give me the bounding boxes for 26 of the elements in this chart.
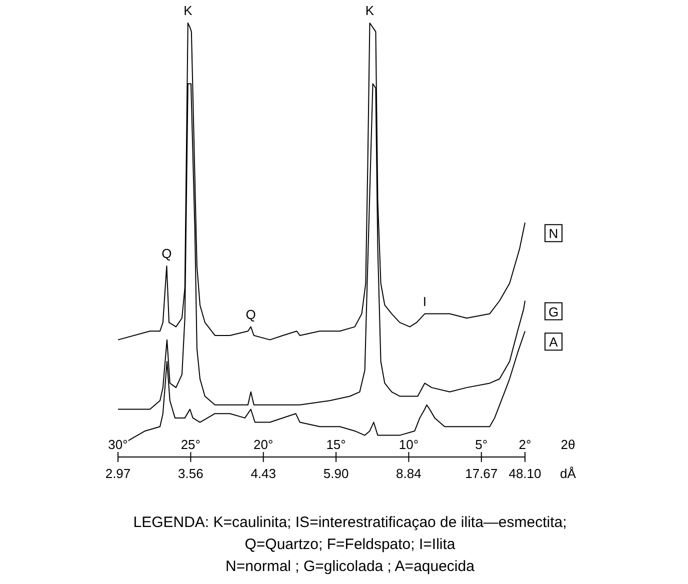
text: 48.10 [508, 466, 542, 481]
text: Q=Quartzo; F=Feldspato; I=Ilita [244, 536, 456, 553]
x-axis-title: 2θ [560, 437, 576, 452]
annotation: K [184, 3, 193, 18]
text: 8.84 [396, 466, 422, 481]
x-tick-label: 20° [254, 437, 274, 452]
series-label: G [548, 304, 559, 320]
x2-axis-title: dÅ [560, 466, 576, 481]
text: LEGENDA: K=caulinita; IS=interestratificaçao de ilita—esmectita; [133, 514, 567, 531]
text: 17.67 [465, 466, 498, 481]
text: N=normal ; G=glicolada ; A=aquecida [226, 558, 476, 575]
legend-label: A [549, 334, 558, 350]
text: 2.97 [105, 466, 131, 481]
annotation: K [365, 3, 374, 18]
annotation: I [422, 294, 427, 309]
text: 5.90 [323, 466, 349, 481]
annotation: Q [162, 246, 172, 262]
x-tick-label: 15° [326, 437, 346, 452]
x-tick-label: 2° [518, 437, 532, 452]
annotation: Q [246, 306, 256, 322]
x-tick-label: 10° [398, 437, 419, 452]
series-label: N [548, 226, 558, 242]
x-tick-label: 5° [475, 437, 488, 452]
text: 4.43 [250, 466, 276, 481]
text: 3.56 [178, 466, 204, 481]
x-tick-label: 25° [180, 437, 201, 452]
